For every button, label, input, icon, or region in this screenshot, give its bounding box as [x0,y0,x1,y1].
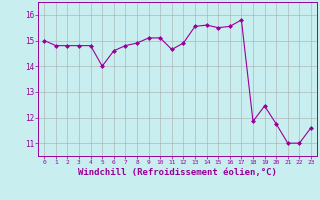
X-axis label: Windchill (Refroidissement éolien,°C): Windchill (Refroidissement éolien,°C) [78,168,277,177]
